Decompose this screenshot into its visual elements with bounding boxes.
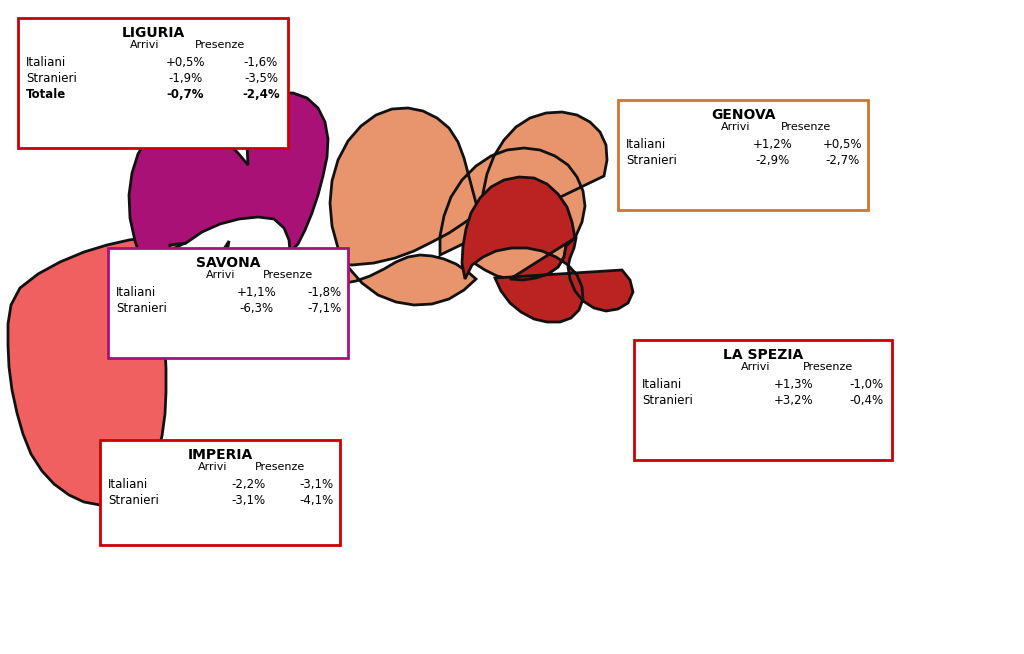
Text: -2,2%: -2,2% (231, 478, 266, 491)
Text: Arrivi: Arrivi (198, 462, 227, 472)
Text: Arrivi: Arrivi (740, 362, 770, 372)
Text: -0,7%: -0,7% (167, 88, 204, 101)
Text: Stranieri: Stranieri (642, 394, 693, 407)
Text: Presenze: Presenze (263, 270, 313, 280)
Bar (618, 100, 868, 210)
Text: Stranieri: Stranieri (626, 154, 677, 167)
Text: -1,6%: -1,6% (244, 56, 279, 69)
Text: Presenze: Presenze (780, 122, 830, 132)
Text: +1,2%: +1,2% (753, 138, 793, 151)
Text: Totale: Totale (26, 88, 67, 101)
Polygon shape (462, 177, 633, 322)
Text: Arrivi: Arrivi (206, 270, 236, 280)
Text: Italiani: Italiani (642, 378, 682, 391)
Polygon shape (8, 237, 186, 505)
Bar (18, 18, 288, 148)
Text: -1,0%: -1,0% (849, 378, 884, 391)
Text: Stranieri: Stranieri (116, 302, 167, 315)
Text: GENOVA: GENOVA (711, 108, 775, 122)
Text: +0,5%: +0,5% (823, 138, 863, 151)
Text: Presenze: Presenze (196, 40, 246, 50)
Polygon shape (290, 108, 607, 305)
Text: -2,7%: -2,7% (826, 154, 860, 167)
Text: -0,4%: -0,4% (849, 394, 884, 407)
Text: -6,3%: -6,3% (240, 302, 273, 315)
Text: Italiani: Italiani (26, 56, 67, 69)
Text: -1,9%: -1,9% (168, 72, 203, 85)
Bar (634, 340, 892, 460)
Text: SAVONA: SAVONA (196, 256, 260, 270)
Text: Italiani: Italiani (108, 478, 148, 491)
Text: -3,1%: -3,1% (231, 494, 266, 507)
Polygon shape (129, 93, 328, 282)
Text: Stranieri: Stranieri (108, 494, 159, 507)
Text: -3,5%: -3,5% (244, 72, 278, 85)
Text: -2,9%: -2,9% (756, 154, 791, 167)
Text: +3,2%: +3,2% (774, 394, 814, 407)
Text: Italiani: Italiani (626, 138, 667, 151)
Text: Stranieri: Stranieri (26, 72, 77, 85)
Bar (100, 440, 340, 545)
Text: -3,1%: -3,1% (299, 478, 333, 491)
Text: +0,5%: +0,5% (166, 56, 205, 69)
Text: Arrivi: Arrivi (721, 122, 751, 132)
Text: Presenze: Presenze (803, 362, 853, 372)
Text: Italiani: Italiani (116, 286, 157, 299)
Text: -1,8%: -1,8% (307, 286, 341, 299)
Text: -2,4%: -2,4% (243, 88, 280, 101)
Bar (108, 248, 348, 358)
Text: Presenze: Presenze (255, 462, 305, 472)
Text: +1,3%: +1,3% (774, 378, 814, 391)
Text: -7,1%: -7,1% (307, 302, 341, 315)
Text: IMPERIA: IMPERIA (187, 448, 253, 462)
Text: Arrivi: Arrivi (130, 40, 160, 50)
Text: LA SPEZIA: LA SPEZIA (723, 348, 803, 362)
Text: -4,1%: -4,1% (299, 494, 333, 507)
Text: +1,1%: +1,1% (237, 286, 276, 299)
Text: LIGURIA: LIGURIA (122, 26, 184, 40)
